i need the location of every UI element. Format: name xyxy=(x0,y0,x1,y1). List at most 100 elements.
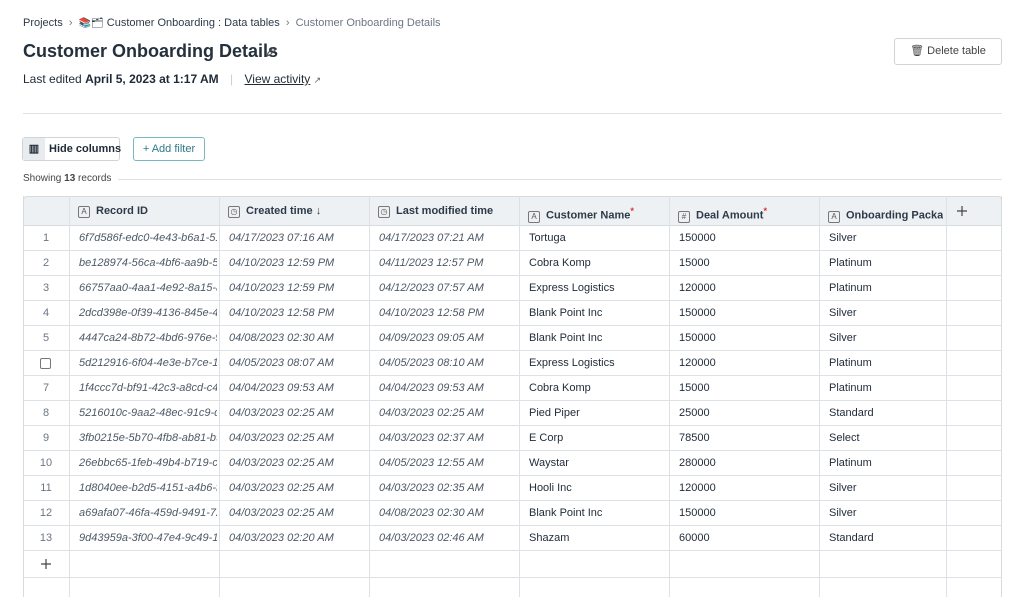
table-cell[interactable]: Silver xyxy=(829,482,857,494)
table-cell[interactable]: 66757aa0-4aa1-4e92-8a15-ab xyxy=(79,282,217,294)
column-header[interactable]: A Customer Name* xyxy=(528,196,666,226)
table-cell[interactable]: 150000 xyxy=(679,507,716,519)
table-cell[interactable]: Silver xyxy=(829,332,857,344)
table-cell[interactable]: Blank Point Inc xyxy=(529,507,603,519)
table-cell[interactable]: 3fb0215e-5b70-4fb8-ab81-b9 xyxy=(79,432,217,444)
column-header[interactable]: ◷ Last modified time xyxy=(378,196,516,226)
table-cell[interactable]: 04/08/2023 02:30 AM xyxy=(229,332,334,344)
table-cell[interactable]: Blank Point Inc xyxy=(529,332,603,344)
table-cell[interactable]: 6f7d586f-edc0-4e43-b6a1-518 xyxy=(79,232,217,244)
table-cell[interactable]: 04/10/2023 12:59 PM xyxy=(229,282,335,294)
table-cell[interactable]: 1f4ccc7d-bf91-42c3-a8cd-c4f xyxy=(79,382,217,394)
table-cell[interactable]: Blank Point Inc xyxy=(529,307,603,319)
column-header[interactable]: ◷ Created time ↓ xyxy=(228,196,366,226)
table-cell[interactable]: Tortuga xyxy=(529,232,566,244)
table-cell[interactable]: Platinum xyxy=(829,382,872,394)
table-cell[interactable]: 78500 xyxy=(679,432,710,444)
table-cell[interactable]: 04/03/2023 02:25 AM xyxy=(229,482,334,494)
table-cell[interactable]: Hooli Inc xyxy=(529,482,572,494)
sort-icon[interactable]: ↓ xyxy=(312,205,322,217)
table-cell[interactable]: 15000 xyxy=(679,257,710,269)
table-cell[interactable]: Platinum xyxy=(829,457,872,469)
table-cell[interactable]: Select xyxy=(829,432,860,444)
column-header[interactable]: A Record ID xyxy=(78,196,216,226)
hide-columns-button[interactable]: ▥ Hide columns xyxy=(22,137,121,161)
add-button[interactable] xyxy=(956,205,968,217)
table-cell[interactable]: 5216010c-9aa2-48ec-91c9-d4 xyxy=(79,407,217,419)
table-cell[interactable]: Express Logistics xyxy=(529,282,615,294)
table-cell[interactable]: 04/03/2023 02:20 AM xyxy=(229,532,334,544)
activity-link[interactable]: View activity xyxy=(244,72,311,86)
edit-icon[interactable] xyxy=(265,46,277,58)
table-cell[interactable]: Express Logistics xyxy=(529,357,615,369)
table-cell[interactable]: 04/17/2023 07:16 AM xyxy=(229,232,334,244)
table-cell[interactable]: 04/10/2023 12:58 PM xyxy=(229,307,335,319)
table-cell[interactable]: Cobra Komp xyxy=(529,382,591,394)
table-cell[interactable]: 5d212916-6f04-4e3e-b7ce-19 xyxy=(79,357,217,369)
table-cell[interactable]: 9d43959a-3f00-47e4-9c49-12 xyxy=(79,532,217,544)
table-cell[interactable]: 04/03/2023 02:25 AM xyxy=(379,407,484,419)
table-cell[interactable]: 150000 xyxy=(679,332,716,344)
table-cell[interactable]: 04/11/2023 12:57 PM xyxy=(379,257,484,269)
breadcrumb-link[interactable]: Customer Onboarding : Data tables xyxy=(106,17,280,29)
table-cell[interactable]: 04/05/2023 08:07 AM xyxy=(229,357,334,369)
table-cell[interactable]: 04/09/2023 09:05 AM xyxy=(379,332,484,344)
table-cell[interactable]: Standard xyxy=(829,532,874,544)
column-header[interactable]: # Deal Amount* xyxy=(678,196,816,226)
table-cell[interactable]: 04/03/2023 02:46 AM xyxy=(379,532,484,544)
table-cell[interactable]: 04/03/2023 02:25 AM xyxy=(229,432,334,444)
delete-table-button[interactable]: 🗑 Delete table xyxy=(894,38,1002,65)
table-cell[interactable]: 120000 xyxy=(679,482,716,494)
table-cell[interactable]: Platinum xyxy=(829,257,872,269)
table-cell[interactable]: Standard xyxy=(829,407,874,419)
table-cell[interactable]: 26ebbc65-1feb-49b4-b719-cd xyxy=(79,457,217,469)
table-cell[interactable]: Waystar xyxy=(529,457,569,469)
table-cell[interactable]: 4447ca24-8b72-4bd6-976e-9 xyxy=(79,332,217,344)
table-cell[interactable]: 04/03/2023 02:25 AM xyxy=(229,507,334,519)
breadcrumb: Projects › 📚🗂 Customer Onboarding : Data… xyxy=(23,17,441,29)
table-cell[interactable]: 04/10/2023 12:59 PM xyxy=(229,257,335,269)
table-cell[interactable]: 04/03/2023 02:25 AM xyxy=(229,407,334,419)
table-cell[interactable]: 60000 xyxy=(679,532,710,544)
table-cell[interactable]: E Corp xyxy=(529,432,564,444)
table-cell[interactable]: 280000 xyxy=(679,457,716,469)
row-checkbox[interactable] xyxy=(40,358,51,369)
table-cell[interactable]: Silver xyxy=(829,307,857,319)
table-cell[interactable]: Silver xyxy=(829,507,857,519)
table-cell[interactable]: a69afa07-46fa-459d-9491-722 xyxy=(79,507,217,519)
table-cell[interactable]: 04/10/2023 12:58 PM xyxy=(379,307,485,319)
table-cell[interactable]: Cobra Komp xyxy=(529,257,591,269)
table-cell[interactable]: 04/08/2023 02:30 AM xyxy=(379,507,484,519)
table-cell[interactable]: 25000 xyxy=(679,407,710,419)
table-cell[interactable]: 150000 xyxy=(679,232,716,244)
table-cell[interactable]: Pied Piper xyxy=(529,407,580,419)
table-cell[interactable]: 04/04/2023 09:53 AM xyxy=(379,382,484,394)
table-cell[interactable]: 04/04/2023 09:53 AM xyxy=(229,382,334,394)
table-cell[interactable]: 04/12/2023 07:57 AM xyxy=(379,282,484,294)
table-cell[interactable]: Shazam xyxy=(529,532,570,544)
table-cell[interactable]: 04/17/2023 07:21 AM xyxy=(379,232,484,244)
table-edge xyxy=(23,196,24,597)
table-cell[interactable]: 04/05/2023 12:55 AM xyxy=(379,457,484,469)
edit-info: Last edited April 5, 2023 at 1:17 AM | V… xyxy=(23,72,322,86)
table-cell[interactable]: 150000 xyxy=(679,307,716,319)
table-cell[interactable]: 04/05/2023 08:10 AM xyxy=(379,357,484,369)
table-cell[interactable]: be128974-56ca-4bf6-aa9b-5d xyxy=(79,257,217,269)
table-cell[interactable]: 04/03/2023 02:35 AM xyxy=(379,482,484,494)
add-button[interactable] xyxy=(40,558,52,570)
table-cell[interactable]: 15000 xyxy=(679,382,710,394)
table-cell[interactable]: Platinum xyxy=(829,282,872,294)
row-divider xyxy=(23,577,1002,578)
table-cell[interactable]: 04/03/2023 02:25 AM xyxy=(229,457,334,469)
table-cell[interactable]: 120000 xyxy=(679,357,716,369)
breadcrumb-link[interactable]: Projects xyxy=(23,17,63,29)
add-filter-button[interactable]: + Add filter xyxy=(133,137,205,161)
table-cell[interactable]: 2dcd398e-0f39-4136-845e-4b xyxy=(79,307,217,319)
table-cell[interactable]: 120000 xyxy=(679,282,716,294)
table-cell[interactable]: Silver xyxy=(829,232,857,244)
table-cell[interactable]: Platinum xyxy=(829,357,872,369)
table-cell[interactable]: 1d8040ee-b2d5-4151-a4b6-f3 xyxy=(79,482,217,494)
table-cell[interactable]: 04/03/2023 02:37 AM xyxy=(379,432,484,444)
